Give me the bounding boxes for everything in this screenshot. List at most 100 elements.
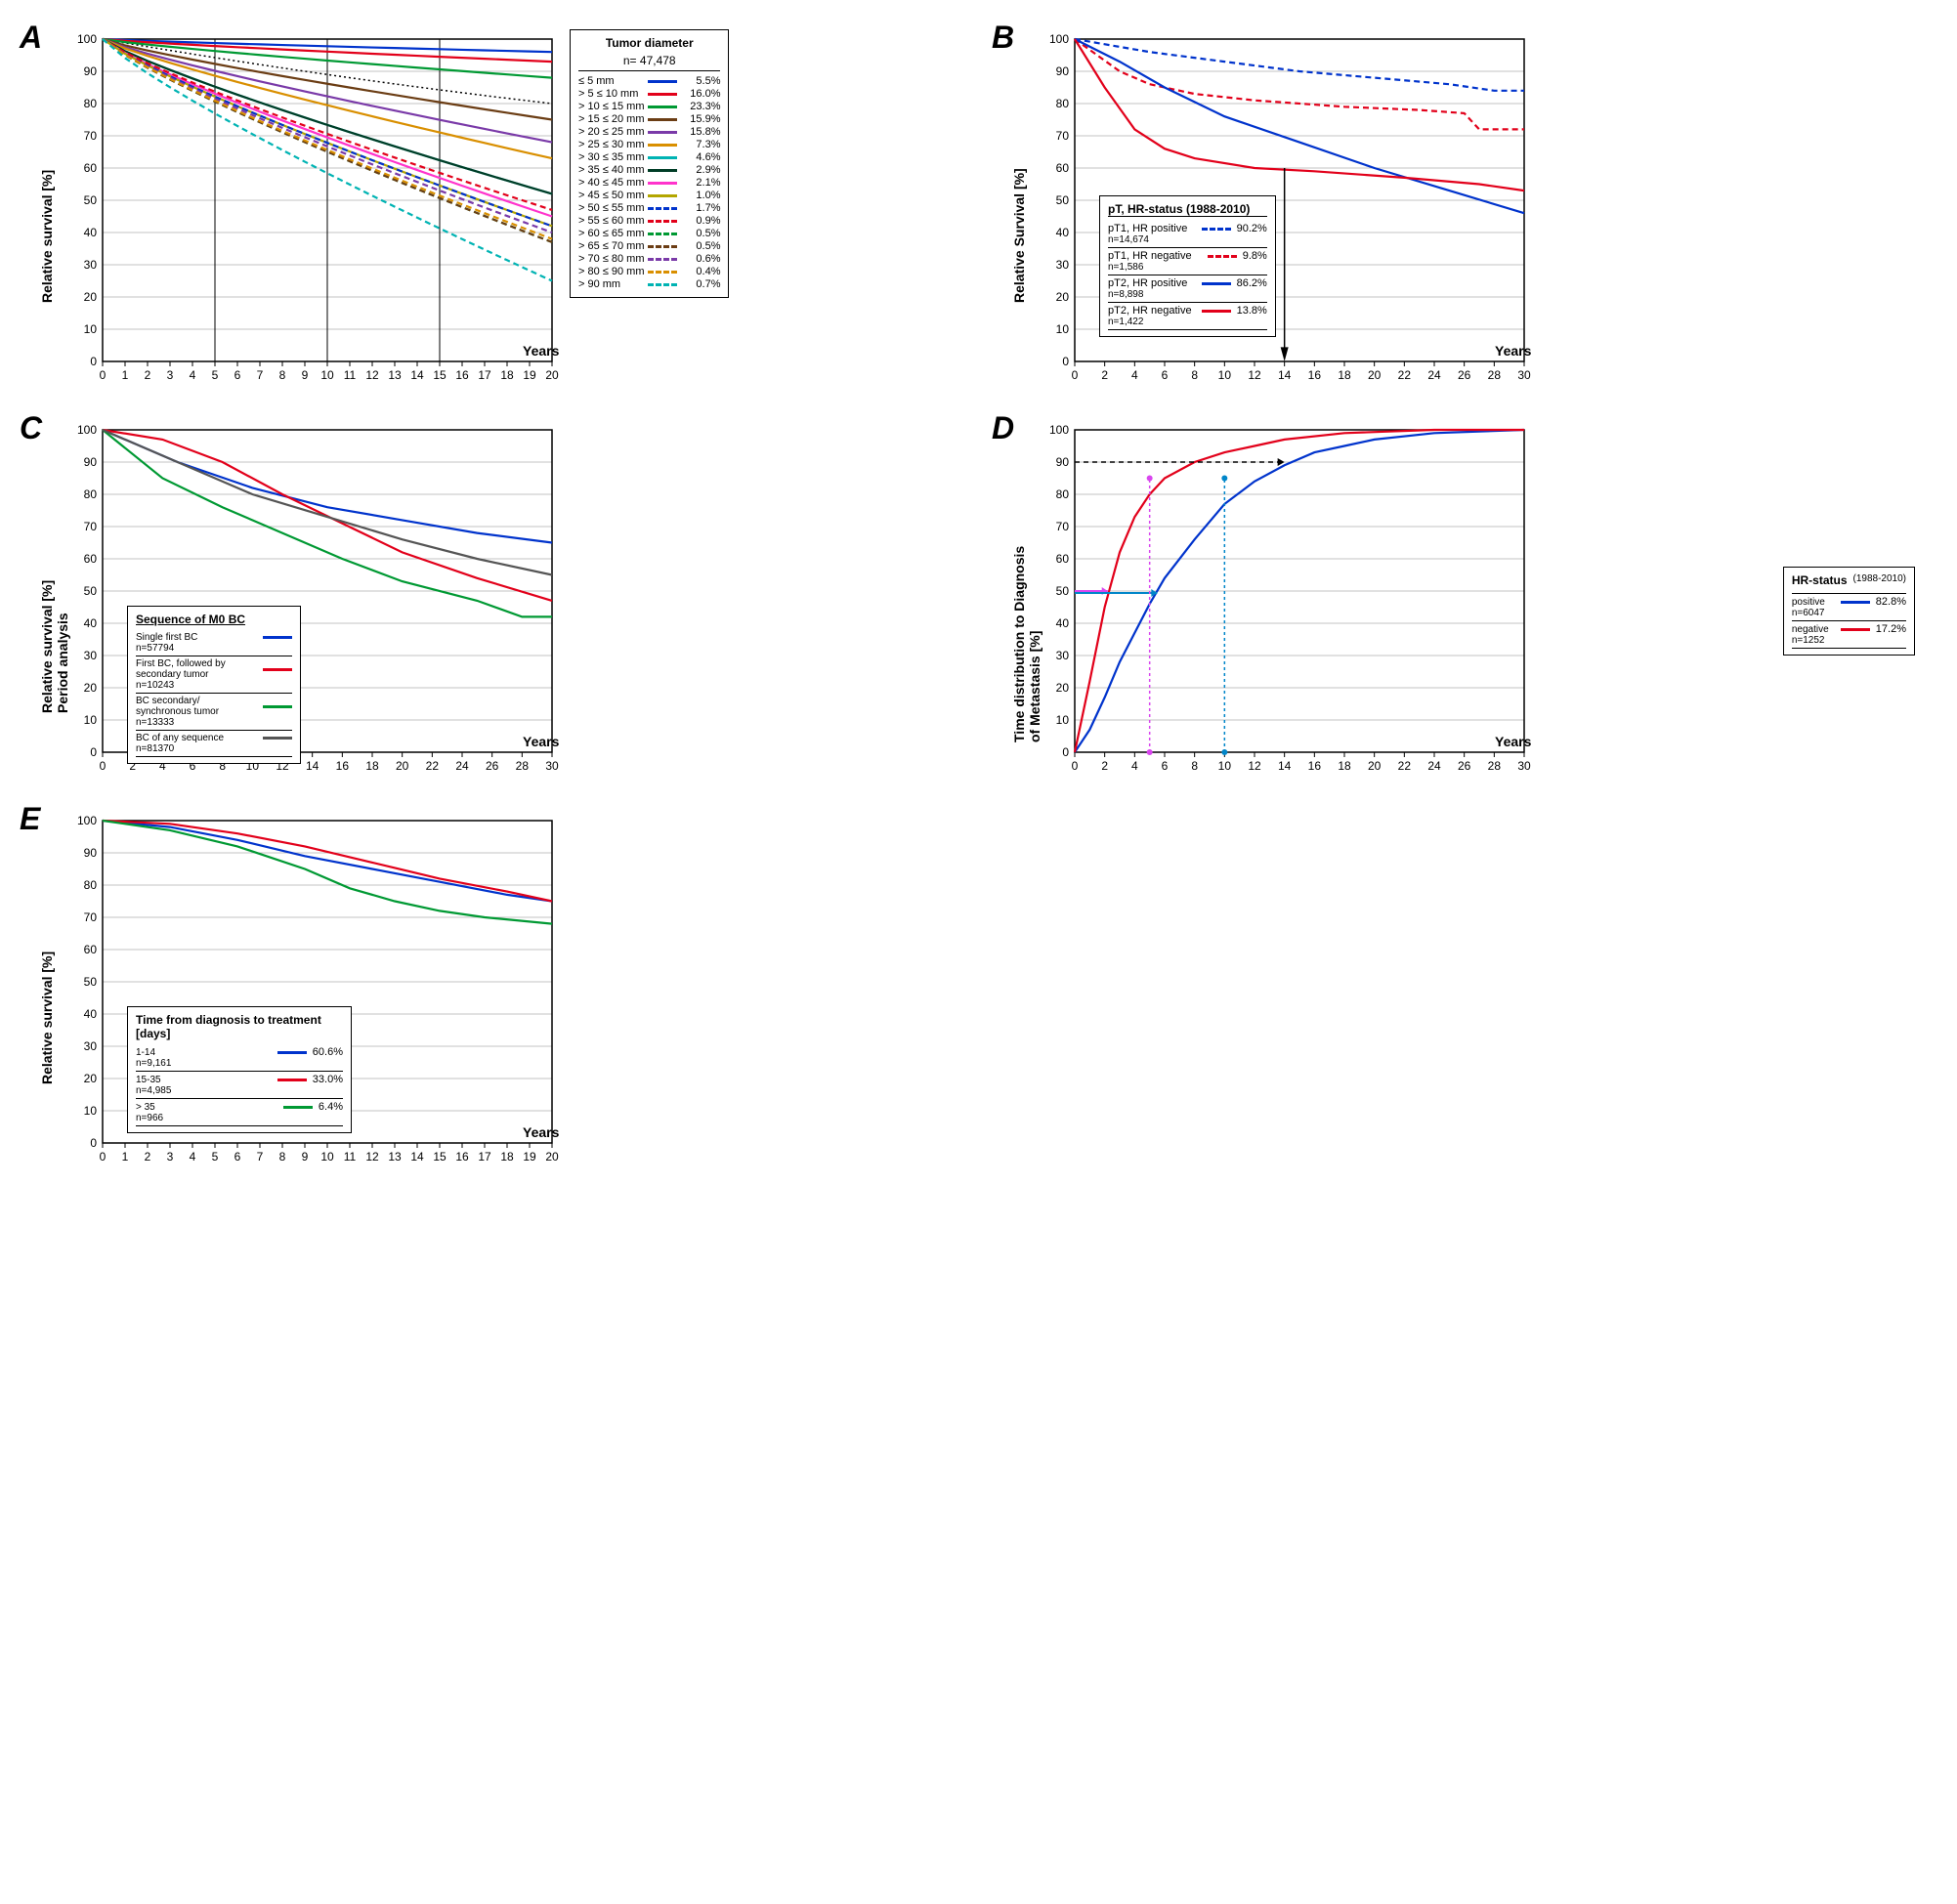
legend-C: Sequence of M0 BC Single first BCn=57794… <box>127 606 301 764</box>
svg-text:90: 90 <box>84 64 98 78</box>
svg-text:1: 1 <box>122 1150 129 1164</box>
svg-text:40: 40 <box>84 226 98 239</box>
svg-text:16: 16 <box>455 1150 469 1164</box>
svg-text:70: 70 <box>84 520 98 533</box>
svg-text:17: 17 <box>478 1150 491 1164</box>
legend-B-items: pT1, HR positive90.2%n=14,674pT1, HR neg… <box>1108 221 1267 330</box>
svg-text:24: 24 <box>455 759 469 773</box>
chart-A-container: Relative survival [%] 010203040506070809… <box>59 29 562 391</box>
panel-E: E Relative survival [%] 0102030405060708… <box>20 801 962 1172</box>
svg-text:3: 3 <box>167 1150 174 1164</box>
svg-text:10: 10 <box>1218 368 1232 382</box>
panel-C: C Relative survival [%] Period analysis … <box>20 410 962 782</box>
svg-text:12: 12 <box>365 368 379 382</box>
svg-text:15: 15 <box>433 1150 447 1164</box>
legend-E-title: Time from diagnosis to treatment [days] <box>136 1013 343 1040</box>
svg-text:80: 80 <box>84 97 98 110</box>
svg-text:8: 8 <box>279 368 286 382</box>
svg-text:19: 19 <box>523 1150 536 1164</box>
svg-text:16: 16 <box>455 368 469 382</box>
svg-text:90: 90 <box>84 455 98 469</box>
svg-text:60: 60 <box>1056 161 1070 175</box>
chart-C-container: Relative survival [%] Period analysis 01… <box>59 420 962 782</box>
legend-D-subtitle: (1988-2010) <box>1853 573 1906 591</box>
legend-item: > 90 mm0.7% <box>578 278 720 290</box>
svg-text:7: 7 <box>257 368 264 382</box>
legend-item: > 70 ≤ 80 mm0.6% <box>578 253 720 265</box>
legend-item: > 35 ≤ 40 mm2.9% <box>578 164 720 176</box>
svg-text:50: 50 <box>1056 584 1070 598</box>
svg-text:100: 100 <box>1049 423 1069 437</box>
svg-text:6: 6 <box>1162 368 1169 382</box>
legend-A-title: Tumor diameter <box>578 36 720 50</box>
chart-D-container: Time distribution to Diagnosis of Metast… <box>1031 420 1935 782</box>
svg-text:24: 24 <box>1427 368 1441 382</box>
figure-grid: A Relative survival [%] 0102030405060708… <box>20 20 1935 1172</box>
legend-item: > 10 ≤ 15 mm23.3% <box>578 101 720 112</box>
svg-text:50: 50 <box>84 193 98 207</box>
svg-text:12: 12 <box>365 1150 379 1164</box>
svg-text:40: 40 <box>84 616 98 630</box>
svg-text:20: 20 <box>1056 290 1070 304</box>
chart-B-container: Relative Survival [%] 010203040506070809… <box>1031 29 1935 391</box>
svg-text:0: 0 <box>100 1150 106 1164</box>
svg-text:100: 100 <box>77 423 97 437</box>
legend-item: > 30 ≤ 35 mm4.6% <box>578 151 720 163</box>
legend-A: Tumor diameter n= 47,478 ≤ 5 mm5.5%> 5 ≤… <box>570 29 729 298</box>
svg-text:90: 90 <box>84 846 98 860</box>
svg-text:19: 19 <box>523 368 536 382</box>
svg-text:5: 5 <box>212 1150 219 1164</box>
legend-C-items: Single first BCn=57794First BC, followed… <box>136 630 292 757</box>
svg-text:10: 10 <box>320 1150 334 1164</box>
legend-B: pT, HR-status (1988-2010) pT1, HR positi… <box>1099 195 1276 337</box>
svg-text:14: 14 <box>306 759 319 773</box>
svg-text:3: 3 <box>167 368 174 382</box>
legend-item: > 80 ≤ 90 mm0.4% <box>578 266 720 277</box>
legend-item: ≤ 5 mm5.5% <box>578 75 720 87</box>
svg-text:0: 0 <box>90 1136 97 1150</box>
svg-text:0: 0 <box>1062 745 1069 759</box>
svg-text:14: 14 <box>1278 368 1292 382</box>
legend-A-subtitle: n= 47,478 <box>578 54 720 71</box>
svg-text:1: 1 <box>122 368 129 382</box>
svg-text:60: 60 <box>84 552 98 566</box>
svg-text:50: 50 <box>84 584 98 598</box>
svg-text:50: 50 <box>84 975 98 989</box>
panel-D: D Time distribution to Diagnosis of Meta… <box>992 410 1935 782</box>
legend-item: > 65 ≤ 70 mm0.5% <box>578 240 720 252</box>
panel-A-label: A <box>20 20 42 56</box>
svg-text:50: 50 <box>1056 193 1070 207</box>
svg-text:2: 2 <box>1101 368 1108 382</box>
svg-text:16: 16 <box>336 759 350 773</box>
legend-E: Time from diagnosis to treatment [days] … <box>127 1006 352 1133</box>
svg-text:4: 4 <box>1131 368 1138 382</box>
svg-text:Years: Years <box>523 1124 560 1140</box>
svg-text:60: 60 <box>84 943 98 956</box>
svg-text:20: 20 <box>1056 681 1070 695</box>
svg-text:0: 0 <box>100 759 106 773</box>
panel-D-label: D <box>992 410 1014 446</box>
legend-item: > 20 ≤ 25 mm15.8% <box>578 126 720 138</box>
chart-D-ylabel: Time distribution to Diagnosis of Metast… <box>1011 546 1042 742</box>
panel-B-label: B <box>992 20 1014 56</box>
svg-text:20: 20 <box>1368 759 1382 773</box>
svg-text:10: 10 <box>84 322 98 336</box>
svg-text:9: 9 <box>302 1150 309 1164</box>
svg-text:14: 14 <box>410 368 424 382</box>
svg-text:2: 2 <box>145 368 151 382</box>
legend-B-title: pT, HR-status (1988-2010) <box>1108 202 1267 217</box>
svg-text:40: 40 <box>1056 226 1070 239</box>
panel-C-label: C <box>20 410 42 446</box>
legend-E-items: 1-1460.6%n=9,16115-3533.0%n=4,985> 356.4… <box>136 1044 343 1126</box>
legend-item: > 60 ≤ 65 mm0.5% <box>578 228 720 239</box>
svg-text:70: 70 <box>1056 129 1070 143</box>
svg-text:10: 10 <box>84 1104 98 1118</box>
svg-text:40: 40 <box>1056 616 1070 630</box>
svg-text:20: 20 <box>84 681 98 695</box>
svg-text:40: 40 <box>84 1007 98 1021</box>
svg-text:Years: Years <box>523 343 560 359</box>
legend-item: > 45 ≤ 50 mm1.0% <box>578 190 720 201</box>
svg-text:26: 26 <box>486 759 499 773</box>
svg-text:0: 0 <box>90 745 97 759</box>
svg-text:Years: Years <box>1495 343 1532 359</box>
